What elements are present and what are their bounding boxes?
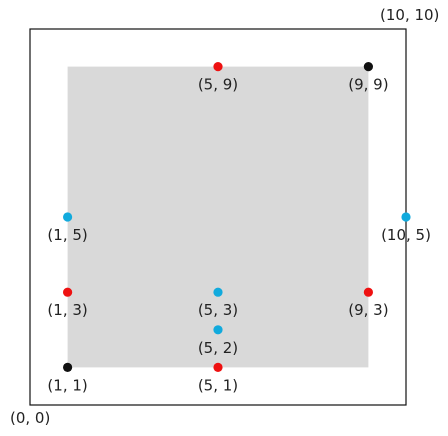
point-label-5-2: (5, 2)	[198, 339, 238, 357]
point-blue-10-5	[401, 212, 411, 222]
point-red-5-1	[213, 362, 223, 372]
point-blue-5-2	[213, 325, 223, 335]
point-label-5-9: (5, 9)	[198, 76, 238, 94]
point-label-5-1: (5, 1)	[198, 376, 238, 394]
origin-label: (0, 0)	[10, 409, 50, 427]
point-red-1-3	[63, 287, 73, 297]
point-blue-5-3	[213, 287, 223, 297]
point-red-5-9	[213, 62, 223, 72]
point-blue-1-5	[63, 212, 73, 222]
point-label-10-5: (10, 5)	[381, 226, 431, 244]
point-label-1-1: (1, 1)	[47, 376, 87, 394]
point-label-9-9: (9, 9)	[348, 76, 388, 94]
point-label-5-3: (5, 3)	[198, 301, 238, 319]
point-red-9-3	[363, 287, 373, 297]
point-label-9-3: (9, 3)	[348, 301, 388, 319]
point-black-1-1	[63, 362, 73, 372]
points-layer: (1, 1) (9, 9) (5, 9) (1, 3) (9, 3) (5, 1) (1, …	[47, 62, 431, 394]
point-label-1-5: (1, 5)	[47, 226, 87, 244]
point-label-1-3: (1, 3)	[47, 301, 87, 319]
inner-gray-square	[67, 66, 369, 368]
top-right-corner-label: (10, 10)	[380, 6, 439, 24]
point-black-9-9	[363, 62, 373, 72]
